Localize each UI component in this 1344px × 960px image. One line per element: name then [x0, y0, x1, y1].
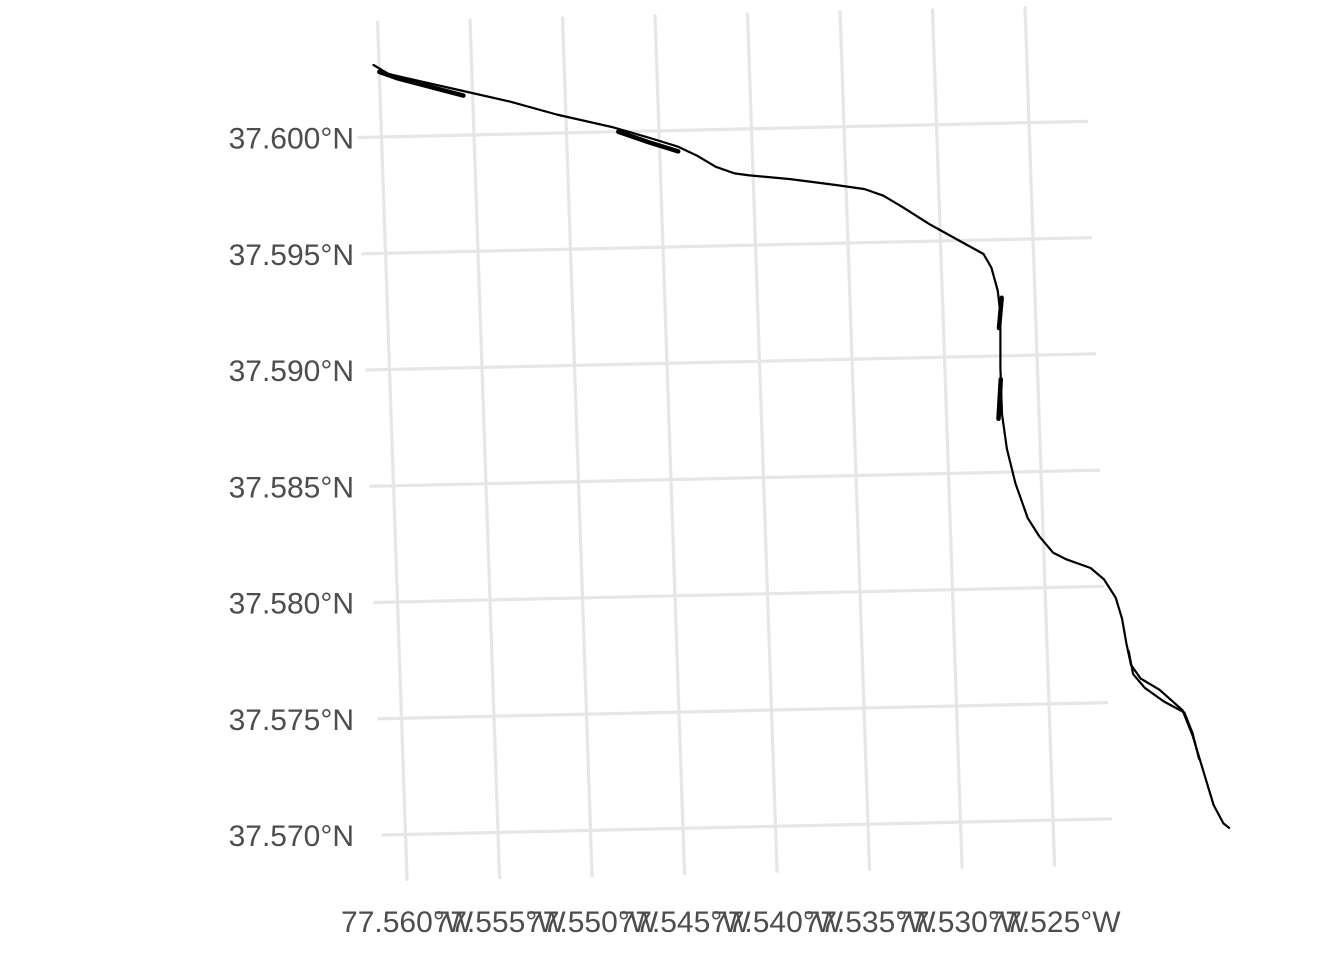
- meridian-line: [1023, 6, 1057, 867]
- y-tick-label: 37.580°N: [229, 588, 354, 621]
- x-tick-label: 77.535°W: [804, 906, 937, 939]
- route-double-track: [996, 376, 1004, 422]
- route-main: [372, 63, 1231, 829]
- parallel-line: [373, 584, 1105, 605]
- y-tick-label: 37.570°N: [229, 820, 354, 853]
- x-tick-label: 77.555°W: [434, 906, 567, 939]
- meridian-line: [375, 20, 409, 882]
- x-tick-label: 77.550°W: [526, 906, 659, 939]
- route-double-track: [377, 69, 466, 98]
- x-tick-label: 77.560°W: [341, 906, 474, 939]
- parallel-line: [377, 701, 1109, 721]
- meridian-line: [930, 8, 964, 869]
- x-tick-label: 77.545°W: [619, 906, 752, 939]
- meridian-line: [468, 18, 502, 880]
- meridian-line: [745, 12, 779, 873]
- meridian-line: [560, 16, 594, 877]
- y-tick-label: 37.590°N: [229, 355, 354, 388]
- rail-route: [372, 63, 1231, 829]
- route-double-track: [616, 129, 681, 154]
- route-double-track: [996, 295, 1004, 331]
- x-tick-label: 77.525°W: [989, 906, 1122, 939]
- parallel-line: [357, 119, 1089, 140]
- graticule: [357, 6, 1113, 882]
- meridian-line: [653, 14, 687, 875]
- parallel-line: [381, 817, 1113, 837]
- y-tick-label: 37.595°N: [229, 239, 354, 272]
- meridian-line: [838, 10, 872, 871]
- parallel-line: [365, 352, 1097, 372]
- axis-labels: 77.560°W77.555°W77.550°W77.545°W77.540°W…: [229, 123, 1122, 940]
- x-tick-label: 77.540°W: [711, 906, 844, 939]
- x-tick-label: 77.530°W: [896, 906, 1029, 939]
- y-tick-label: 37.585°N: [229, 471, 354, 504]
- y-tick-label: 37.575°N: [229, 704, 354, 737]
- parallel-line: [361, 236, 1093, 256]
- y-tick-label: 37.600°N: [229, 123, 354, 156]
- route-parallel-track: [1127, 649, 1201, 760]
- parallel-line: [369, 468, 1101, 488]
